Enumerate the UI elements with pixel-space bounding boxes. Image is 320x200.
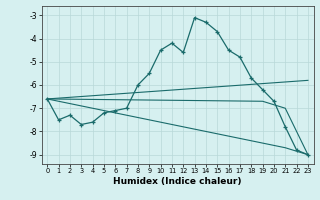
X-axis label: Humidex (Indice chaleur): Humidex (Indice chaleur) xyxy=(113,177,242,186)
